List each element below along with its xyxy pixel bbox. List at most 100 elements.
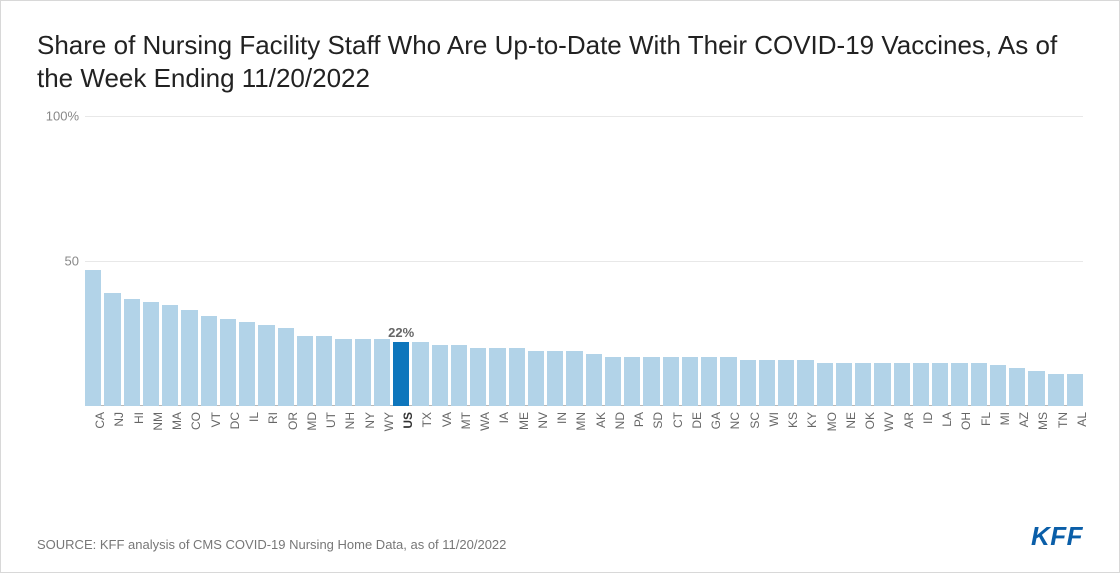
x-label: IA (489, 406, 505, 466)
kff-logo: KFF (1031, 521, 1083, 552)
bar-col (836, 116, 852, 406)
x-label: VT (201, 406, 217, 466)
x-label: LA (932, 406, 948, 466)
x-label: NE (836, 406, 852, 466)
bar (951, 363, 967, 407)
x-label: OR (278, 406, 294, 466)
x-label: DC (220, 406, 236, 466)
chart-area: 22% CANJHINMMACOVTDCILRIORMDUTNHNYWYUSTX… (85, 116, 1083, 466)
x-label: KS (778, 406, 794, 466)
bar-col (643, 116, 659, 406)
bar-col (432, 116, 448, 406)
bar (143, 302, 159, 406)
bar-col (489, 116, 505, 406)
bar-col (971, 116, 987, 406)
bar (701, 357, 717, 406)
x-label: SD (643, 406, 659, 466)
bar (239, 322, 255, 406)
plot-area: 100%50 22% CANJHINMMACOVTDCILRIORMDUTNHN… (37, 116, 1083, 466)
bar-col (528, 116, 544, 406)
bar (566, 351, 582, 406)
bar-col (605, 116, 621, 406)
x-label: WA (470, 406, 486, 466)
bar-col (297, 116, 313, 406)
x-label: US (393, 406, 409, 466)
y-axis: 100%50 (37, 116, 85, 466)
bar (990, 365, 1006, 406)
bar-col (624, 116, 640, 406)
bar-col: 22% (393, 116, 409, 406)
chart-card: Share of Nursing Facility Staff Who Are … (0, 0, 1120, 573)
bar-col (124, 116, 140, 406)
bar (181, 310, 197, 406)
x-label: NM (143, 406, 159, 466)
chart-footer: SOURCE: KFF analysis of CMS COVID-19 Nur… (37, 521, 1083, 552)
x-label: IL (239, 406, 255, 466)
x-label: NJ (104, 406, 120, 466)
bar-col (1028, 116, 1044, 406)
bar (104, 293, 120, 406)
bar (316, 336, 332, 406)
bar-col (932, 116, 948, 406)
x-label: ME (509, 406, 525, 466)
bar-col (759, 116, 775, 406)
bar (913, 363, 929, 407)
x-label: NH (335, 406, 351, 466)
x-label: MN (566, 406, 582, 466)
bar (124, 299, 140, 406)
x-label: UT (316, 406, 332, 466)
bar (412, 342, 428, 406)
x-label: WY (374, 406, 390, 466)
bar (489, 348, 505, 406)
x-label: WV (874, 406, 890, 466)
bar (797, 360, 813, 406)
bar-col (470, 116, 486, 406)
x-label: AL (1067, 406, 1083, 466)
bar (855, 363, 871, 407)
highlight-annotation: 22% (388, 325, 414, 340)
x-label: VA (432, 406, 448, 466)
x-label: CT (663, 406, 679, 466)
bar (374, 339, 390, 406)
bar-col (951, 116, 967, 406)
x-label: NY (355, 406, 371, 466)
bar-col (85, 116, 101, 406)
bar (605, 357, 621, 406)
bar (297, 336, 313, 406)
bar (355, 339, 371, 406)
bar (971, 363, 987, 407)
bar-col (797, 116, 813, 406)
bar-col (104, 116, 120, 406)
bar (874, 363, 890, 407)
bar-col (143, 116, 159, 406)
bar-col (374, 116, 390, 406)
bar-col (778, 116, 794, 406)
y-tick-label: 100% (46, 109, 79, 124)
chart-title: Share of Nursing Facility Staff Who Are … (37, 29, 1083, 94)
x-label: FL (971, 406, 987, 466)
bar (470, 348, 486, 406)
bars-row: 22% (85, 116, 1083, 406)
bar-col (720, 116, 736, 406)
bar (201, 316, 217, 406)
bar (1067, 374, 1083, 406)
bar-col (1048, 116, 1064, 406)
x-label: ID (913, 406, 929, 466)
bar (1028, 371, 1044, 406)
x-label: IN (547, 406, 563, 466)
bar-col (586, 116, 602, 406)
x-axis-labels: CANJHINMMACOVTDCILRIORMDUTNHNYWYUSTXVAMT… (85, 406, 1083, 466)
x-label: MO (817, 406, 833, 466)
x-label: MS (1028, 406, 1044, 466)
bar-col (1067, 116, 1083, 406)
bar (432, 345, 448, 406)
x-label: MD (297, 406, 313, 466)
bar (528, 351, 544, 406)
x-label: MA (162, 406, 178, 466)
x-label: ND (605, 406, 621, 466)
bar (1009, 368, 1025, 406)
bar (258, 325, 274, 406)
bar-col (201, 116, 217, 406)
x-label: NC (720, 406, 736, 466)
bar-col (1009, 116, 1025, 406)
